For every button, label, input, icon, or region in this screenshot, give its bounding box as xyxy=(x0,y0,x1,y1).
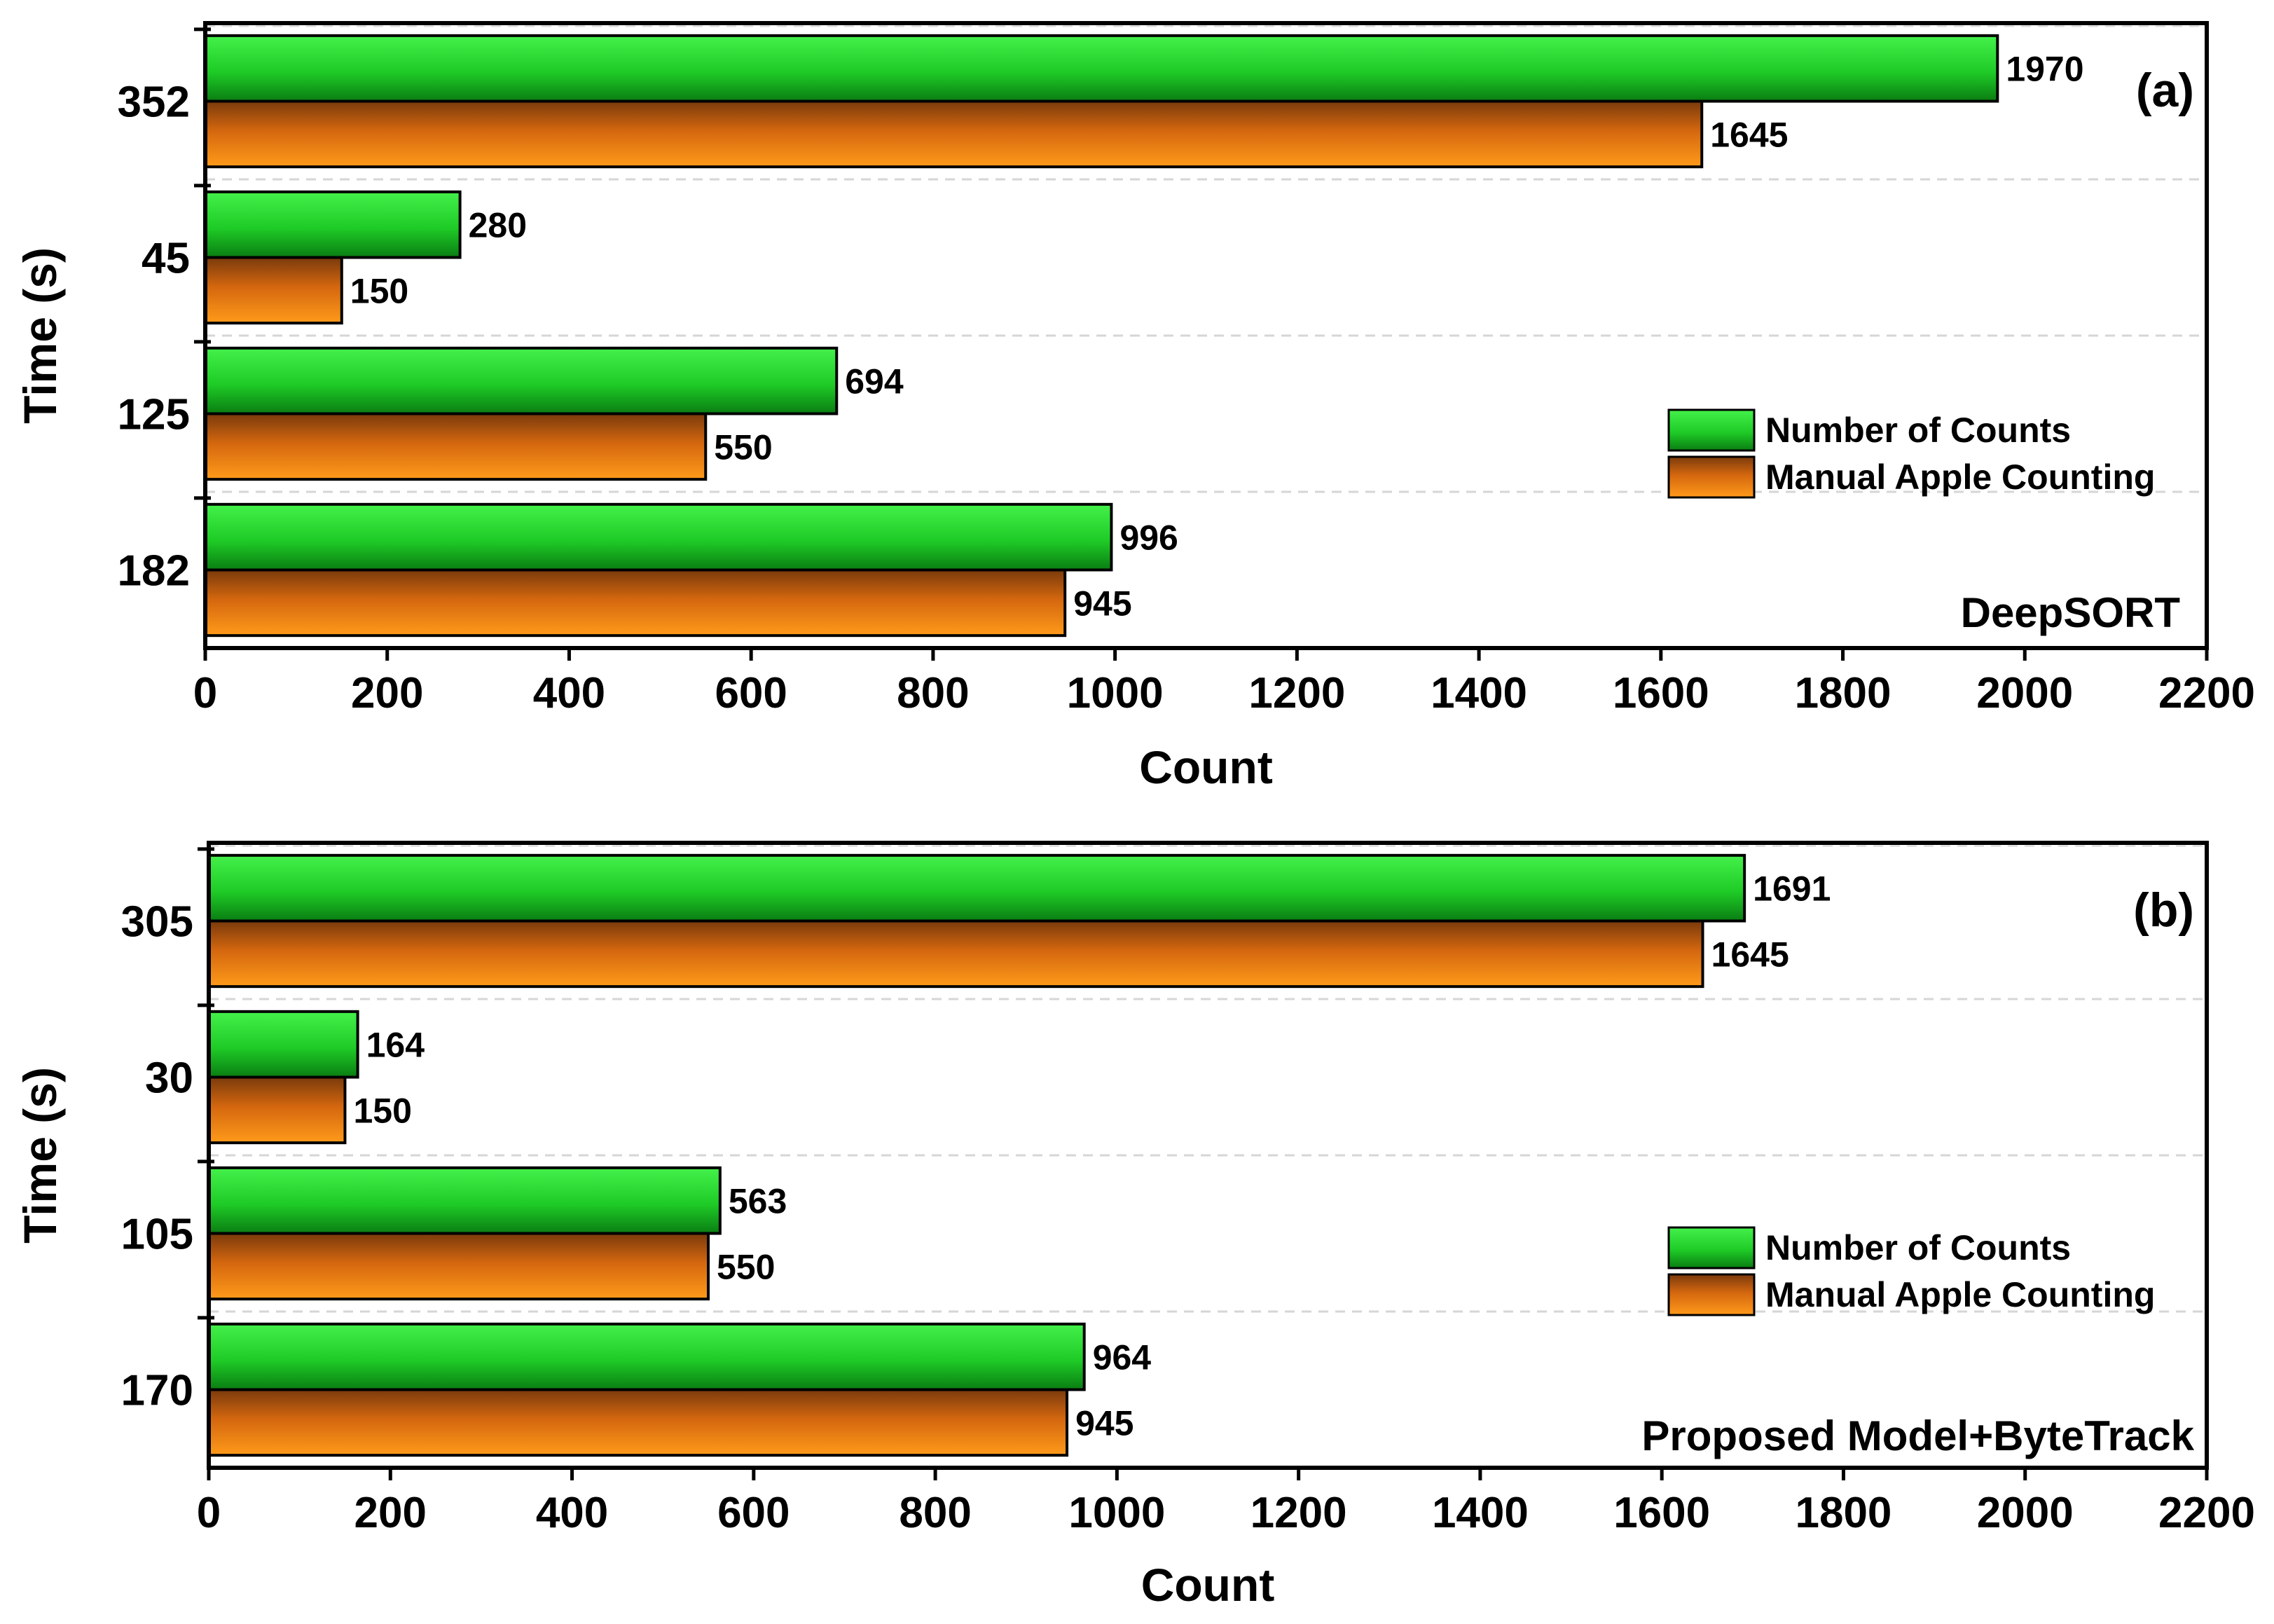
bar-number-of-counts xyxy=(207,1010,359,1079)
data-label: 945 xyxy=(1075,1403,1133,1443)
category-label: 30 xyxy=(145,1054,193,1103)
data-label: 1691 xyxy=(1753,869,1831,909)
bar-manual-apple-counting xyxy=(204,99,1704,169)
y-axis-title: Time (s) xyxy=(14,247,66,424)
x-tick-label: 0 xyxy=(193,669,217,717)
bar-number-of-counts xyxy=(207,1322,1086,1391)
bar-manual-apple-counting xyxy=(204,256,343,325)
data-label: 280 xyxy=(469,206,527,245)
x-tick-label: 200 xyxy=(351,669,423,717)
data-label: 1645 xyxy=(1710,115,1788,154)
panel-label: (a) xyxy=(2136,64,2194,117)
method-label: DeepSORT xyxy=(1961,589,2180,636)
bar-manual-apple-counting xyxy=(207,1388,1069,1457)
x-tick-label: 600 xyxy=(715,669,787,717)
data-label: 945 xyxy=(1073,584,1131,623)
data-label: 563 xyxy=(729,1182,787,1221)
data-label: 150 xyxy=(353,1091,411,1130)
panel-label: (b) xyxy=(2133,883,2194,937)
bar-manual-apple-counting xyxy=(207,1075,347,1145)
legend-label: Manual Apple Counting xyxy=(1765,457,2155,497)
x-tick-label: 1200 xyxy=(1248,669,1345,717)
x-tick-label: 400 xyxy=(533,669,605,717)
category-label: 170 xyxy=(121,1367,193,1415)
x-tick-label: 1800 xyxy=(1795,1489,1891,1537)
legend-label: Number of Counts xyxy=(1765,411,2071,450)
legend-label: Manual Apple Counting xyxy=(1765,1275,2155,1314)
data-label: 150 xyxy=(350,271,408,310)
bar-manual-apple-counting xyxy=(207,1232,710,1301)
category-label: 105 xyxy=(121,1211,193,1259)
plot-frame xyxy=(203,21,2209,650)
x-tick-label: 2200 xyxy=(2158,1489,2255,1537)
x-tick-label: 800 xyxy=(897,669,969,717)
data-label: 550 xyxy=(714,427,772,467)
y-axis-title: Time (s) xyxy=(14,1067,66,1244)
category-label: 45 xyxy=(142,235,190,283)
data-label: 694 xyxy=(845,362,904,401)
category-label: 182 xyxy=(118,547,190,596)
x-tick-label: 1400 xyxy=(1431,669,1527,717)
x-tick-label: 0 xyxy=(197,1489,221,1537)
legend-swatch-number-of-counts xyxy=(1667,1226,1756,1269)
x-axis-title: Count xyxy=(1141,1559,1275,1611)
bar-number-of-counts xyxy=(204,190,462,259)
x-tick-label: 1200 xyxy=(1250,1489,1347,1537)
x-tick-label: 2200 xyxy=(2158,669,2255,717)
bar-manual-apple-counting xyxy=(204,412,708,481)
data-label: 964 xyxy=(1093,1338,1152,1377)
category-label: 305 xyxy=(121,898,193,947)
bar-number-of-counts xyxy=(204,502,1113,572)
data-label: 996 xyxy=(1119,518,1178,558)
x-tick-label: 1600 xyxy=(1613,1489,1710,1537)
bar-number-of-counts xyxy=(204,34,1999,103)
plot-frame xyxy=(207,841,2209,1470)
data-label: 550 xyxy=(717,1247,775,1286)
x-tick-label: 400 xyxy=(536,1489,608,1537)
x-tick-label: 800 xyxy=(899,1489,971,1537)
data-label: 1645 xyxy=(1711,935,1789,974)
chart-panel-b: 1691 1645 305 164 150 30 563 550 105 964 945 170 0 20… xyxy=(14,841,2255,1611)
bar-number-of-counts xyxy=(204,346,839,415)
bar-manual-apple-counting xyxy=(207,919,1704,989)
legend-swatch-manual-apple-counting xyxy=(1667,455,1756,499)
x-tick-label: 1800 xyxy=(1795,669,1891,717)
legend-label: Number of Counts xyxy=(1765,1228,2071,1267)
bar-manual-apple-counting xyxy=(204,568,1067,638)
method-label: Proposed Model+ByteTrack xyxy=(1641,1412,2194,1459)
x-tick-label: 1400 xyxy=(1432,1489,1529,1537)
x-tick-label: 1600 xyxy=(1613,669,1709,717)
x-tick-label: 200 xyxy=(354,1489,427,1537)
category-label: 352 xyxy=(118,78,190,127)
category-label: 125 xyxy=(118,391,190,439)
legend-swatch-number-of-counts xyxy=(1667,408,1756,452)
bar-number-of-counts xyxy=(207,1166,722,1235)
x-tick-label: 2000 xyxy=(1977,1489,2074,1537)
x-axis-title: Count xyxy=(1139,741,1273,793)
bar-number-of-counts xyxy=(207,853,1746,923)
x-tick-label: 1000 xyxy=(1068,1489,1165,1537)
x-tick-label: 2000 xyxy=(1976,669,2073,717)
data-label: 164 xyxy=(366,1026,425,1065)
legend-swatch-manual-apple-counting xyxy=(1667,1273,1756,1316)
x-tick-label: 600 xyxy=(717,1489,790,1537)
x-tick-label: 1000 xyxy=(1067,669,1164,717)
chart-panel-a: 1970 1645 352 280 150 45 694 550 125 996 945 182 0 20… xyxy=(14,21,2255,793)
data-label: 1970 xyxy=(2006,50,2083,89)
